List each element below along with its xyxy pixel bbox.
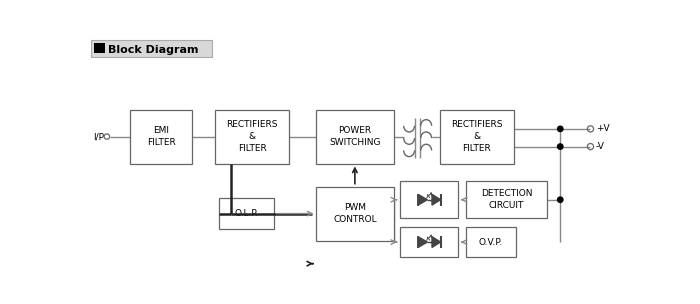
Text: EMI
FILTER: EMI FILTER <box>147 126 176 147</box>
Polygon shape <box>432 194 440 205</box>
Text: POWER
SWITCHING: POWER SWITCHING <box>329 126 381 147</box>
Polygon shape <box>418 237 427 247</box>
Bar <box>219 198 274 229</box>
Polygon shape <box>432 237 440 247</box>
Text: DETECTION
CIRCUIT: DETECTION CIRCUIT <box>481 189 532 210</box>
Bar <box>440 110 514 164</box>
Bar <box>466 181 547 218</box>
Bar <box>216 110 289 164</box>
Text: -V: -V <box>596 142 605 151</box>
Text: O.V.P.: O.V.P. <box>479 237 503 247</box>
Bar <box>400 227 458 257</box>
Bar <box>92 40 211 57</box>
Text: O.L.P.: O.L.P. <box>234 209 258 218</box>
Text: Block Diagram: Block Diagram <box>108 45 199 55</box>
Circle shape <box>557 144 563 149</box>
Polygon shape <box>418 194 427 205</box>
Bar <box>400 181 458 218</box>
Text: RECTIFIERS
&
FILTER: RECTIFIERS & FILTER <box>226 120 278 153</box>
Bar <box>94 43 104 54</box>
Text: I/P: I/P <box>93 132 104 141</box>
Circle shape <box>557 197 563 202</box>
Text: RECTIFIERS
&
FILTER: RECTIFIERS & FILTER <box>452 120 503 153</box>
Bar <box>316 110 393 164</box>
Circle shape <box>557 126 563 132</box>
Text: +V: +V <box>596 124 610 133</box>
Bar <box>466 227 516 257</box>
Bar <box>316 187 393 240</box>
Bar <box>130 110 192 164</box>
Text: PWM
CONTROL: PWM CONTROL <box>333 203 377 224</box>
